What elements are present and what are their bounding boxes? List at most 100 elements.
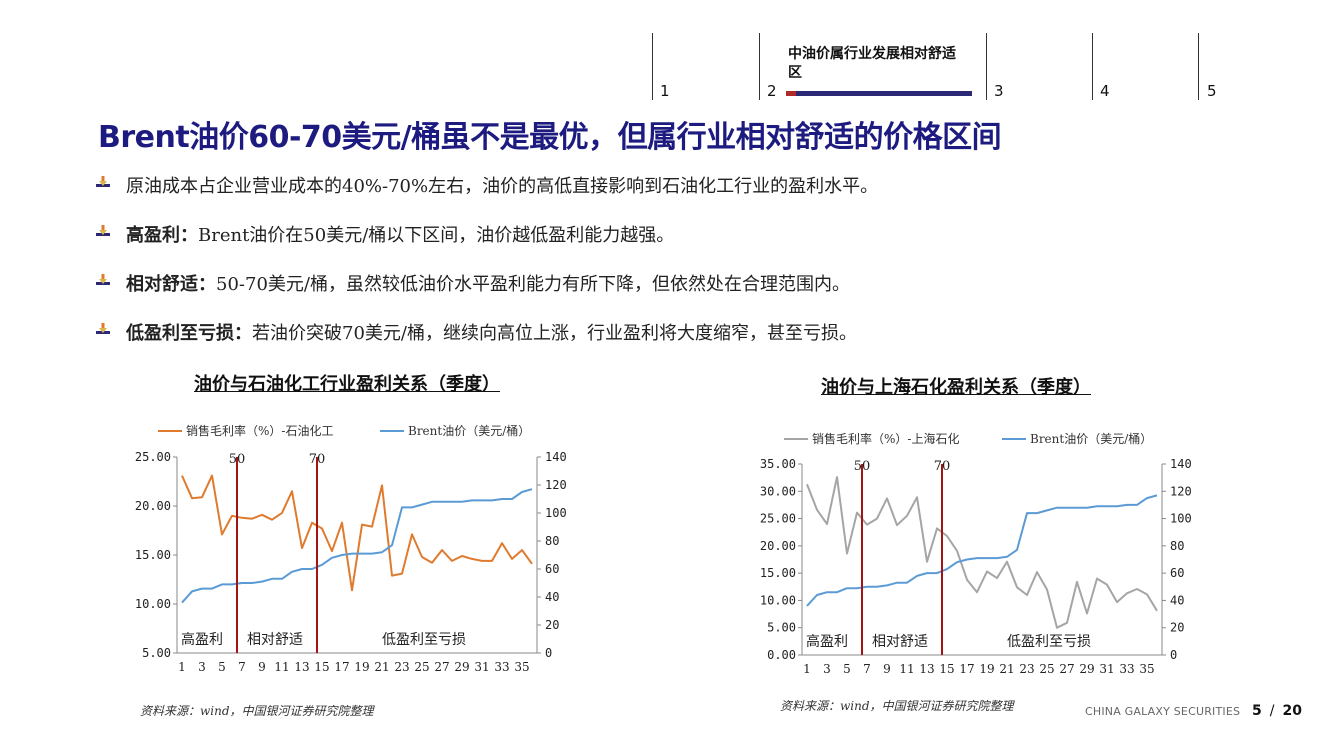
- y-tick-label-right: 80: [545, 534, 559, 548]
- y-tick-label-right: 60: [1170, 566, 1184, 580]
- x-tick-label: 29: [454, 660, 469, 674]
- threshold-label: 50: [854, 459, 871, 474]
- chart-petrochem: 销售毛利率（%）-石油化工 Brent油价（美元/桶） 5.00 10.00 15.00…: [135, 423, 567, 674]
- nav-item-3[interactable]: 3: [994, 82, 1004, 100]
- y-tick-label-left: 10.00: [760, 593, 796, 607]
- arrow-bullet-icon: [96, 221, 126, 243]
- x-tick-label: 31: [1099, 662, 1114, 676]
- chart-title-shanghai: 油价与上海石化盈利关系（季度）: [821, 377, 1091, 398]
- x-tick-label: 35: [1139, 662, 1154, 676]
- y-tick-label-left: 30.00: [760, 484, 796, 498]
- nav-active-section-title: 中油价属行业发展相对舒适区: [788, 46, 956, 81]
- series-line: [806, 494, 1158, 607]
- x-tick-label: 3: [823, 662, 831, 676]
- chart-shanghai-petrochem: 销售毛利率（%）-上海石化 Brent油价（美元/桶） 0.00 5.00 10.00 1…: [760, 431, 1192, 676]
- x-tick-label: 21: [374, 660, 389, 674]
- y-tick-label-right: 120: [545, 478, 567, 492]
- y-tick-label-right: 40: [545, 590, 559, 604]
- nav-divider: [759, 33, 760, 100]
- x-tick-label: 27: [434, 660, 449, 674]
- series-line: [181, 474, 533, 592]
- nav-divider: [652, 33, 653, 100]
- nav-item-1[interactable]: 1: [660, 82, 670, 100]
- x-tick-label: 7: [238, 660, 246, 674]
- bullet-item: 低盈利至亏损： 若油价突破70美元/桶，继续向高位上涨，行业盈利将大度缩窄，甚至亏…: [96, 319, 1296, 368]
- x-tick-label: 1: [178, 660, 186, 674]
- nav-item-2[interactable]: 2: [767, 82, 777, 100]
- y-tick-label-left: 0.00: [767, 648, 796, 662]
- page-current: 5: [1252, 703, 1262, 719]
- zone-label: 相对舒适: [247, 632, 303, 648]
- nav-divider: [1092, 33, 1093, 100]
- nav-item-5[interactable]: 5: [1207, 82, 1217, 100]
- bullet-item: 高盈利： Brent油价在50美元/桶以下区间，油价越低盈利能力越强。: [96, 221, 1296, 270]
- slide-title: Brent油价60-70美元/桶虽不是最优，但属行业相对舒适的价格区间: [98, 120, 1002, 155]
- y-tick-label-left: 25.00: [135, 450, 171, 464]
- threshold-label: 70: [934, 459, 951, 474]
- arrow-bullet-icon: [96, 270, 126, 292]
- threshold-label: 50: [229, 452, 246, 467]
- page-total: 20: [1282, 703, 1302, 719]
- x-tick-label: 21: [999, 662, 1014, 676]
- zone-label: 低盈利至亏损: [382, 632, 466, 648]
- y-tick-label-left: 20.00: [760, 539, 796, 553]
- x-tick-label: 5: [218, 660, 226, 674]
- y-tick-label-right: 140: [545, 450, 567, 464]
- bullet-bold: 相对舒适：: [126, 274, 216, 295]
- y-tick-label-left: 25.00: [760, 512, 796, 526]
- y-tick-label-left: 5.00: [767, 621, 796, 635]
- arrow-bullet-icon: [96, 319, 126, 341]
- bullet-text: 50-70美元/桶，虽然较低油价水平盈利能力有所下降，但依然处在合理范围内。: [216, 274, 850, 295]
- legend-label: 销售毛利率（%）-上海石化: [812, 431, 959, 446]
- nav-active-indicator: [786, 91, 972, 96]
- x-tick-label: 35: [514, 660, 529, 674]
- y-tick-label-right: 40: [1170, 593, 1184, 607]
- source-note: 资料来源：wind，中国银河证券研究院整理: [140, 704, 374, 718]
- brand-logo-text: CHINA GALAXY SECURITIES: [1085, 705, 1241, 718]
- y-tick-label-left: 10.00: [135, 597, 171, 611]
- source-note: 资料来源：wind，中国银河证券研究院整理: [780, 699, 1014, 713]
- zone-label: 相对舒适: [872, 634, 928, 650]
- x-tick-label: 27: [1059, 662, 1074, 676]
- x-tick-label: 15: [314, 660, 329, 674]
- nav-divider: [1198, 33, 1199, 100]
- x-tick-label: 23: [1019, 662, 1034, 676]
- x-tick-label: 19: [979, 662, 994, 676]
- bullet-item: 原油成本占企业营业成本的40%-70%左右，油价的高低直接影响到石油化工行业的盈…: [96, 172, 1296, 221]
- y-tick-label-left: 35.00: [760, 457, 796, 471]
- threshold-label: 70: [309, 452, 326, 467]
- nav-divider: [986, 33, 987, 100]
- x-tick-label: 17: [959, 662, 974, 676]
- legend-label: Brent油价（美元/桶）: [1030, 431, 1152, 446]
- y-tick-label-right: 0: [545, 646, 552, 660]
- bullet-item: 相对舒适： 50-70美元/桶，虽然较低油价水平盈利能力有所下降，但依然处在合理范…: [96, 270, 1296, 319]
- x-tick-label: 19: [354, 660, 369, 674]
- section-nav: 1 2 3 4 5 中油价属行业发展相对舒适区: [0, 0, 1333, 105]
- x-tick-label: 33: [494, 660, 509, 674]
- x-tick-label: 11: [274, 660, 289, 674]
- x-tick-label: 3: [198, 660, 206, 674]
- bullet-text: Brent油价在50美元/桶以下区间，油价越低盈利能力越强。: [198, 225, 675, 246]
- page-separator: /: [1269, 703, 1275, 719]
- x-tick-label: 25: [1039, 662, 1054, 676]
- x-tick-label: 5: [843, 662, 851, 676]
- y-tick-label-right: 0: [1170, 648, 1177, 662]
- bullet-bold: 高盈利：: [126, 225, 198, 246]
- y-tick-label-right: 20: [545, 618, 559, 632]
- y-tick-label-right: 140: [1170, 457, 1192, 471]
- arrow-bullet-icon: [96, 172, 126, 194]
- legend-label: Brent油价（美元/桶）: [408, 423, 530, 438]
- x-tick-label: 15: [939, 662, 954, 676]
- y-tick-label-left: 15.00: [135, 548, 171, 562]
- page-indicator: 5 / 20: [1252, 703, 1302, 719]
- zone-label: 高盈利: [806, 633, 848, 650]
- x-tick-label: 7: [863, 662, 871, 676]
- nav-item-4[interactable]: 4: [1100, 82, 1110, 100]
- y-tick-label-right: 100: [1170, 512, 1192, 526]
- y-tick-label-right: 80: [1170, 539, 1184, 553]
- y-tick-label-right: 100: [545, 506, 567, 520]
- x-tick-label: 17: [334, 660, 349, 674]
- x-tick-label: 31: [474, 660, 489, 674]
- bullet-bold: 低盈利至亏损：: [126, 323, 252, 344]
- y-tick-label-left: 20.00: [135, 499, 171, 513]
